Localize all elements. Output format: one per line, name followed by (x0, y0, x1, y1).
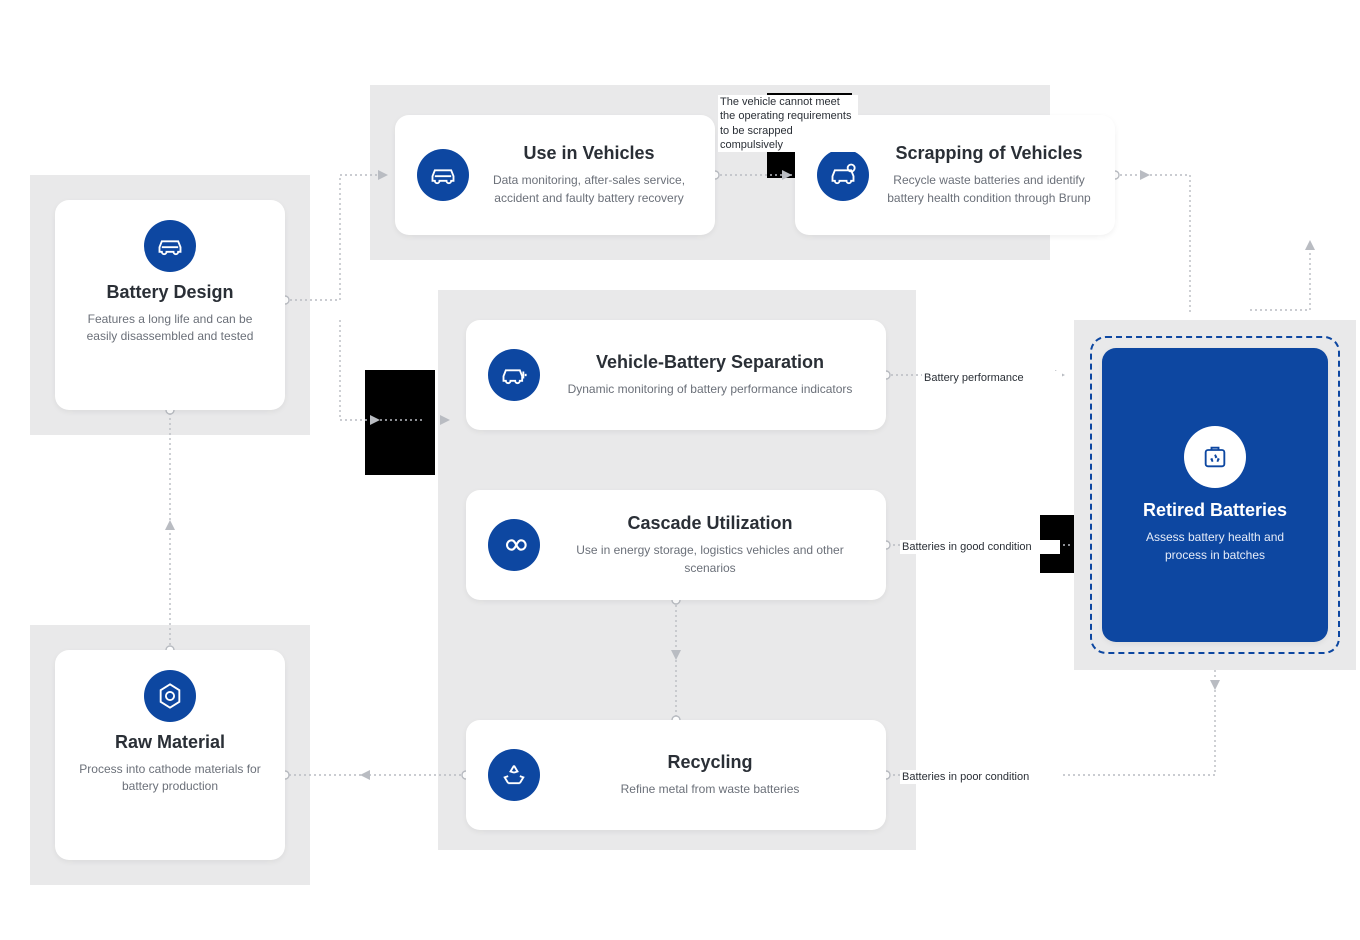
panel-retired-batteries: Retired Batteries Assess battery health … (1074, 320, 1356, 670)
node-recycling: Recycling Refine metal from waste batter… (466, 720, 886, 830)
shadow-blob (365, 370, 435, 475)
edge-label: Batteries in poor condition (900, 770, 1060, 784)
node-use-in-vehicles: Use in Vehicles Data monitoring, after-s… (395, 115, 715, 235)
node-desc: Data monitoring, after-sales service, ac… (485, 172, 693, 207)
edge-label: The vehicle cannot meet the operating re… (718, 95, 858, 152)
node-desc: Refine metal from waste batteries (556, 781, 864, 798)
node-desc: Assess battery health and process in bat… (1124, 529, 1306, 564)
node-title: Retired Batteries (1124, 500, 1306, 521)
recycle-icon (488, 749, 540, 801)
battery-recycle-icon (1184, 426, 1246, 488)
car-icon (144, 220, 196, 272)
node-desc: Use in energy storage, logistics vehicle… (556, 542, 864, 577)
node-retired-batteries: Retired Batteries Assess battery health … (1102, 348, 1328, 642)
node-desc: Recycle waste batteries and identify bat… (885, 172, 1093, 207)
node-title: Raw Material (77, 732, 263, 753)
node-title: Vehicle-Battery Separation (556, 352, 864, 373)
hex-nut-icon (144, 670, 196, 722)
edge-label: Battery performance (922, 371, 1062, 385)
diagram-canvas: Battery Design Features a long life and … (0, 0, 1360, 940)
car-icon (417, 149, 469, 201)
node-title: Scrapping of Vehicles (885, 143, 1093, 164)
infinity-icon (488, 519, 540, 571)
node-desc: Features a long life and can be easily d… (77, 311, 263, 346)
node-battery-design: Battery Design Features a long life and … (55, 200, 285, 410)
node-title: Use in Vehicles (485, 143, 693, 164)
car-recycle-icon (817, 149, 869, 201)
node-title: Cascade Utilization (556, 513, 864, 534)
node-cascade-utilization: Cascade Utilization Use in energy storag… (466, 490, 886, 600)
node-desc: Dynamic monitoring of battery performanc… (556, 381, 864, 398)
node-title: Battery Design (77, 282, 263, 303)
car-plug-icon (488, 349, 540, 401)
node-raw-material: Raw Material Process into cathode materi… (55, 650, 285, 860)
node-vehicle-battery-separation: Vehicle-Battery Separation Dynamic monit… (466, 320, 886, 430)
node-title: Recycling (556, 752, 864, 773)
node-desc: Process into cathode materials for batte… (77, 761, 263, 796)
edge-label: Batteries in good condition (900, 540, 1060, 554)
